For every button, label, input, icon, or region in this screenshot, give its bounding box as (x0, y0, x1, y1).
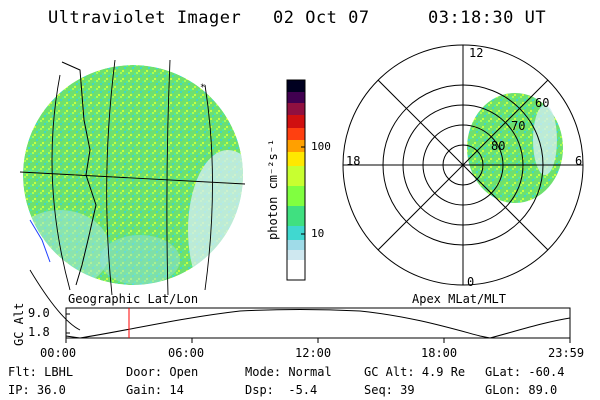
altitude-ylabel: GC Alt (12, 302, 26, 346)
status-seq: Seq: 39 (364, 383, 415, 397)
time-tick-2359: 23:59 (548, 346, 585, 360)
color-scale (286, 79, 306, 281)
status-ip: IP: 36.0 (8, 383, 66, 397)
status-glon: GLon: 89.0 (485, 383, 558, 397)
altitude-ytick-1.8: 1.8 (28, 325, 50, 339)
colorbar-tick-10: 10 (311, 227, 325, 240)
coastline (61, 61, 97, 286)
time-tick-0000: 00:00 (40, 346, 77, 360)
mlat-label-80: 80 (491, 139, 506, 153)
polar-grid (342, 44, 584, 286)
geographic-caption: Geographic Lat/Lon (68, 292, 199, 306)
mlt-label-12: 12 (469, 46, 484, 60)
status-mode: Mode: Normal (245, 365, 332, 379)
svg-text:*: * (200, 83, 205, 93)
status-door: Door: Open (126, 365, 199, 379)
geographic-image (23, 65, 243, 285)
polar-image (467, 93, 563, 203)
altitude-curve (65, 309, 571, 339)
time-tick-1200: 12:00 (295, 346, 332, 360)
status-filter: Flt: LBHL (8, 365, 74, 379)
date-label: 02 Oct 07 (273, 8, 370, 28)
time-label: 03:18:30 UT (428, 8, 547, 28)
coastline-2 (29, 219, 51, 263)
colorbar-tick-100: 100 (311, 140, 331, 153)
mlat-label-60: 60 (535, 96, 550, 110)
altitude-plot (65, 307, 571, 343)
instrument-title: Ultraviolet Imager (48, 8, 242, 28)
colorbar-axis-label: photon cm⁻²s⁻¹ (266, 138, 280, 240)
status-gain: Gain: 14 (126, 383, 184, 397)
time-tick-0600: 06:00 (168, 346, 205, 360)
polar-caption: Apex MLat/MLT (412, 292, 506, 306)
geographic-grid (19, 59, 246, 331)
altitude-ytick-9: 9.0 (28, 306, 50, 320)
mlat-label-70: 70 (511, 119, 526, 133)
status-dsp: Dsp: -5.4 (245, 383, 318, 397)
status-gc-alt: GC Alt: 4.9 Re (364, 365, 466, 379)
mlt-label-18: 18 (346, 154, 361, 168)
mlt-label-0: 0 (467, 275, 475, 289)
time-tick-1800: 18:00 (421, 346, 458, 360)
mlt-label-6: 6 (575, 154, 583, 168)
status-glat: GLat: -60.4 (485, 365, 565, 379)
